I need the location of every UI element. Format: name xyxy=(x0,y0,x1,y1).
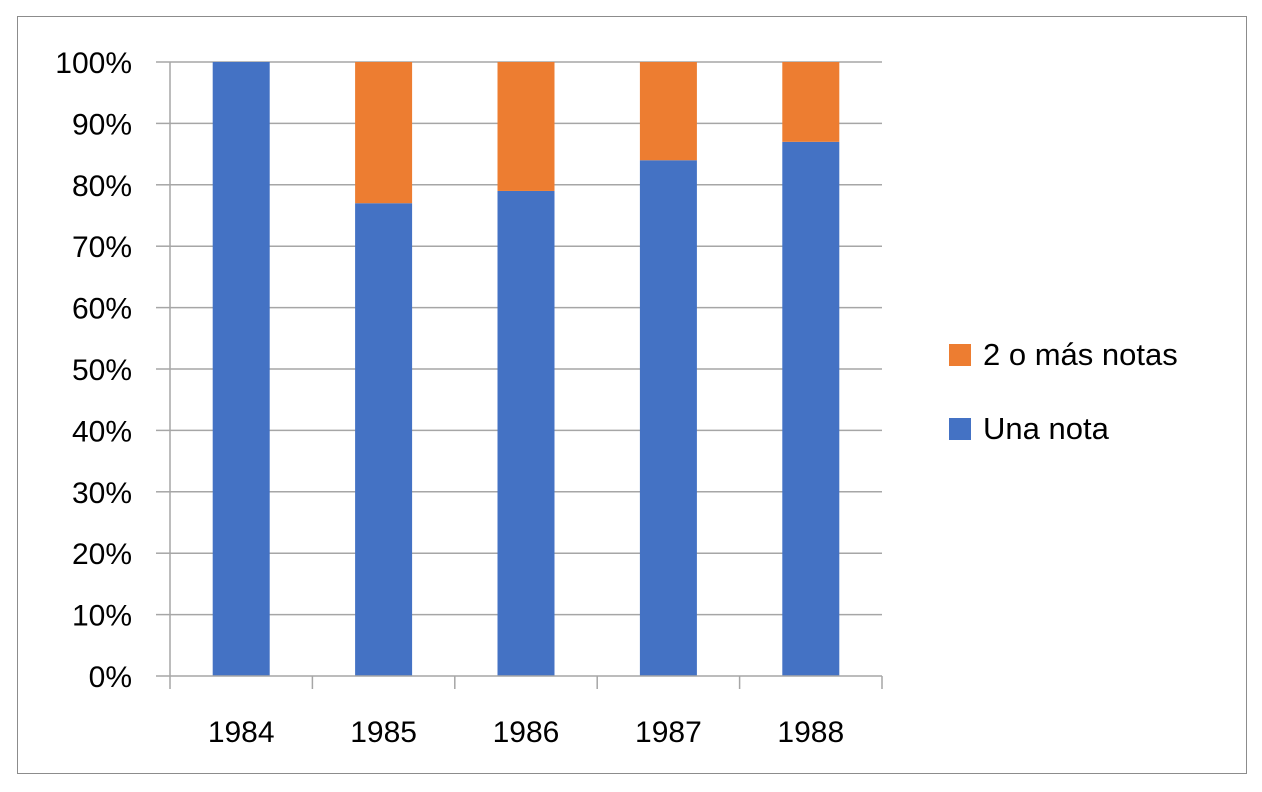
axes xyxy=(156,61,883,689)
bar-2-o-m-s-notas-1985 xyxy=(355,62,413,204)
legend-swatch-blue xyxy=(949,417,971,440)
x-tick-label: 1986 xyxy=(493,716,560,749)
x-tick-label: 1985 xyxy=(350,716,417,749)
y-tick-label: 60% xyxy=(72,293,132,326)
y-tick-label: 70% xyxy=(72,231,132,264)
y-tick-label: 0% xyxy=(89,661,132,694)
legend-item-2-o-mas-notas: 2 o más notas xyxy=(949,336,1178,373)
x-tick-label: 1988 xyxy=(777,716,844,749)
bar-2-o-m-s-notas-1988 xyxy=(782,62,840,142)
y-tick-label: 40% xyxy=(72,415,132,448)
bar-una-nota-1988 xyxy=(782,141,840,676)
y-tick-label: 100% xyxy=(55,47,132,80)
x-tick-label: 1987 xyxy=(635,716,702,749)
y-tick-label: 30% xyxy=(72,477,132,510)
y-tick-label: 10% xyxy=(72,600,132,633)
legend-swatch-orange xyxy=(949,343,971,366)
bar-2-o-m-s-notas-1987 xyxy=(639,62,697,161)
x-tick-label: 1984 xyxy=(208,716,275,749)
y-tick-label: 80% xyxy=(72,170,132,203)
legend: 2 o más notas Una nota xyxy=(949,336,1178,484)
y-tick-label: 20% xyxy=(72,538,132,571)
bar-una-nota-1987 xyxy=(639,160,697,677)
bar-una-nota-1984 xyxy=(212,62,270,676)
bar-una-nota-1986 xyxy=(497,190,555,676)
y-tick-label: 50% xyxy=(72,354,132,387)
x-tick-labels: 1984 1985 1986 1987 1988 xyxy=(208,716,844,749)
bar-2-o-m-s-notas-1986 xyxy=(497,62,555,191)
legend-label: Una nota xyxy=(983,410,1109,446)
y-tick-label: 90% xyxy=(72,108,132,141)
legend-item-una-nota: Una nota xyxy=(949,410,1178,447)
y-tick-labels: 0% 10% 20% 30% 40% 50% 60% 70% 80% 90% 100% xyxy=(55,47,132,694)
bars xyxy=(212,62,840,677)
bar-una-nota-1985 xyxy=(355,203,413,676)
legend-label: 2 o más notas xyxy=(983,336,1178,372)
